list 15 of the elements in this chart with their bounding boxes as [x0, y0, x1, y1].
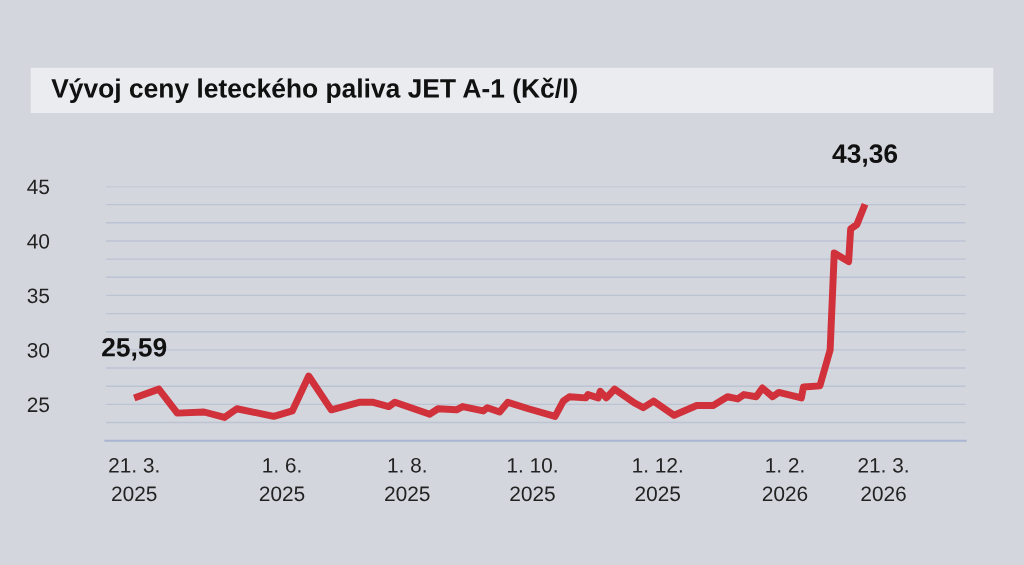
x-tick-label: 1. 8. 2025 [385, 457, 430, 502]
y-tick-label: 30 [27, 342, 50, 358]
x-tick-label: 21. 3. 2026 [858, 457, 908, 502]
x-tick-label: 1. 10. 2025 [508, 457, 557, 502]
x-tick-label: 1. 12. 2025 [633, 457, 682, 502]
x-tick-label: 21. 3. 2025 [109, 457, 159, 502]
y-tick-label: 35 [27, 288, 50, 304]
annotation: 43,36 [832, 144, 898, 167]
y-tick-label: 25 [27, 397, 50, 413]
annotation: 25,59 [102, 337, 167, 361]
y-tick-label: 40 [27, 233, 50, 249]
x-tick-label: 1. 2. 2026 [762, 457, 808, 502]
y-tick-label: 45 [27, 179, 50, 195]
x-tick-label: 1. 6. 2025 [259, 457, 305, 502]
chart-title: Vývoj ceny leteckého paliva JET A-1 (Kč/l) [51, 77, 577, 103]
